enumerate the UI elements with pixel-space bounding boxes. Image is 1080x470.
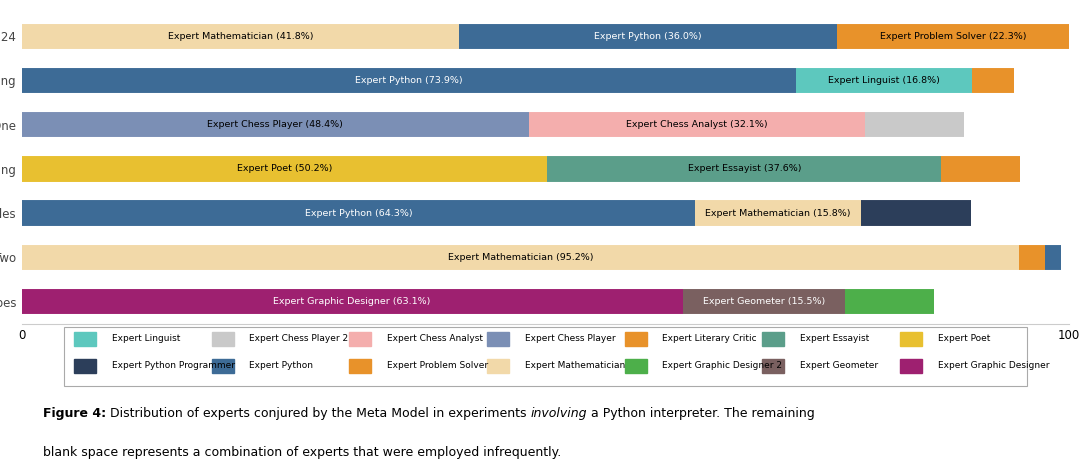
Bar	[762, 359, 784, 374]
Text: Expert Mathematician (15.8%): Expert Mathematician (15.8%)	[705, 209, 851, 218]
FancyBboxPatch shape	[64, 327, 1027, 386]
Bar	[1018, 243, 1045, 271]
Bar	[1045, 243, 1061, 271]
Bar	[861, 199, 971, 227]
Text: Expert Geometer: Expert Geometer	[800, 361, 878, 370]
Text: Expert Essayist (37.6%): Expert Essayist (37.6%)	[688, 164, 801, 173]
Bar	[22, 111, 528, 138]
Bar	[212, 331, 233, 346]
Text: Expert Chess Analyst (32.1%): Expert Chess Analyst (32.1%)	[626, 120, 768, 129]
Text: Expert Essayist: Expert Essayist	[800, 334, 869, 343]
Bar	[683, 288, 845, 315]
Bar	[349, 331, 372, 346]
Text: Expert Python (36.0%): Expert Python (36.0%)	[594, 31, 702, 41]
Bar	[487, 331, 509, 346]
Text: blank space represents a combination of experts that were employed infrequently.: blank space represents a combination of …	[42, 446, 561, 459]
Text: Expert Problem Solver: Expert Problem Solver	[387, 361, 488, 370]
Text: involving: involving	[530, 407, 588, 420]
Bar	[900, 331, 922, 346]
Text: Expert Python (73.9%): Expert Python (73.9%)	[355, 76, 462, 85]
Bar	[22, 199, 696, 227]
Bar	[942, 155, 1020, 183]
Text: Distribution of experts conjured by the Meta Model in experiments: Distribution of experts conjured by the …	[110, 407, 530, 420]
Text: Expert Poet: Expert Poet	[937, 334, 990, 343]
Text: Expert Graphic Designer (63.1%): Expert Graphic Designer (63.1%)	[273, 297, 431, 306]
Bar	[212, 359, 233, 374]
Bar	[837, 23, 1070, 50]
Text: Expert Linguist: Expert Linguist	[111, 334, 180, 343]
Text: Expert Chess Player 2: Expert Chess Player 2	[249, 334, 349, 343]
Text: Expert Chess Player (48.4%): Expert Chess Player (48.4%)	[207, 120, 343, 129]
Bar	[528, 111, 865, 138]
Text: Expert Mathematician (41.8%): Expert Mathematician (41.8%)	[167, 31, 313, 41]
Bar	[75, 359, 96, 374]
Text: Expert Python: Expert Python	[249, 361, 313, 370]
Bar	[624, 359, 647, 374]
X-axis label: Percentage (%): Percentage (%)	[497, 348, 594, 361]
Bar	[487, 359, 509, 374]
Bar	[548, 155, 942, 183]
Text: Expert Chess Player: Expert Chess Player	[525, 334, 616, 343]
Bar	[22, 243, 1018, 271]
Text: Expert Literary Critic: Expert Literary Critic	[662, 334, 757, 343]
Text: Figure 4:: Figure 4:	[42, 407, 110, 420]
Text: Expert Problem Solver (22.3%): Expert Problem Solver (22.3%)	[880, 31, 1027, 41]
Bar	[624, 331, 647, 346]
Text: Expert Mathematician (95.2%): Expert Mathematician (95.2%)	[447, 253, 593, 262]
Text: Expert Python Programmer: Expert Python Programmer	[111, 361, 234, 370]
Bar	[796, 67, 972, 94]
Bar	[845, 288, 934, 315]
Bar	[762, 331, 784, 346]
Bar	[696, 199, 861, 227]
Bar	[900, 359, 922, 374]
Bar	[459, 23, 837, 50]
Bar	[22, 155, 548, 183]
Text: Expert Geometer (15.5%): Expert Geometer (15.5%)	[703, 297, 825, 306]
Text: Expert Poet (50.2%): Expert Poet (50.2%)	[237, 164, 333, 173]
Text: Expert Linguist (16.8%): Expert Linguist (16.8%)	[828, 76, 940, 85]
Bar	[865, 111, 964, 138]
Bar	[22, 23, 459, 50]
Text: Expert Graphic Designer: Expert Graphic Designer	[937, 361, 1050, 370]
Bar	[972, 67, 1014, 94]
Text: a Python interpreter. The remaining: a Python interpreter. The remaining	[588, 407, 814, 420]
Bar	[75, 331, 96, 346]
Text: Expert Mathematician: Expert Mathematician	[525, 361, 625, 370]
Text: Expert Python (64.3%): Expert Python (64.3%)	[305, 209, 413, 218]
Bar	[349, 359, 372, 374]
Bar	[22, 67, 796, 94]
Bar	[22, 288, 683, 315]
Text: Expert Graphic Designer 2: Expert Graphic Designer 2	[662, 361, 782, 370]
Text: Expert Chess Analyst: Expert Chess Analyst	[387, 334, 483, 343]
